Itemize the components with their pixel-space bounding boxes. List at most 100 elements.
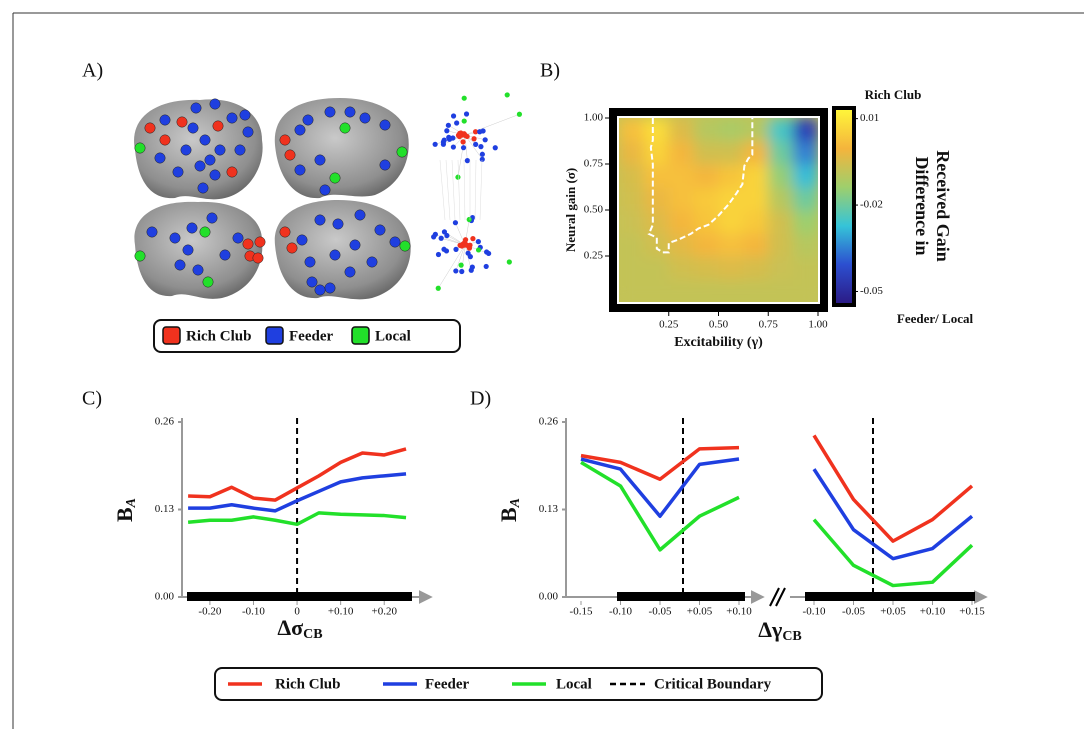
brain bbox=[274, 98, 409, 199]
region-dot bbox=[169, 232, 181, 244]
heatmap-cell bbox=[718, 233, 744, 257]
region-dot bbox=[182, 244, 194, 256]
network-node bbox=[463, 111, 470, 117]
colorbar-title: Received Gain bbox=[933, 150, 953, 261]
network-node bbox=[455, 174, 461, 180]
brain-images bbox=[134, 98, 411, 300]
x-tick-label: -0.10 bbox=[242, 606, 265, 618]
region-dot bbox=[174, 259, 186, 271]
x-tick-label: 0.25 bbox=[659, 319, 679, 331]
heatmap-cell bbox=[743, 118, 769, 142]
series-line bbox=[580, 460, 740, 552]
heatmap-cell bbox=[668, 279, 695, 302]
x-tick-label: +0.10 bbox=[726, 606, 752, 618]
heatmap-cell bbox=[643, 256, 670, 280]
heatmap-cell bbox=[793, 118, 818, 142]
network-node bbox=[470, 236, 476, 242]
heatmap-cell bbox=[793, 141, 818, 165]
region-dot bbox=[379, 159, 391, 171]
region-dot bbox=[252, 252, 264, 264]
network-node bbox=[462, 237, 469, 243]
region-dot bbox=[304, 256, 316, 268]
network-edge bbox=[445, 159, 451, 221]
panel-label: B) bbox=[540, 60, 560, 82]
region-dot bbox=[194, 160, 206, 172]
network-node bbox=[468, 267, 474, 273]
network-node bbox=[446, 134, 452, 140]
series-line bbox=[580, 457, 740, 518]
network-node bbox=[471, 136, 477, 142]
region-dot bbox=[239, 109, 251, 121]
heatmap-cell bbox=[668, 141, 695, 165]
legend-swatch bbox=[162, 326, 181, 345]
region-dot bbox=[314, 284, 326, 296]
colorbar-frame bbox=[832, 106, 856, 307]
heatmap-cell bbox=[693, 141, 719, 165]
x-tick-label: -0.15 bbox=[570, 606, 593, 618]
network-node bbox=[459, 268, 465, 275]
network-node bbox=[454, 120, 460, 126]
network-edge bbox=[451, 159, 456, 221]
region-dot bbox=[242, 126, 254, 138]
network-node bbox=[438, 235, 444, 241]
x-tick-label: -0.05 bbox=[842, 606, 865, 618]
region-dot bbox=[197, 182, 209, 194]
network-node bbox=[475, 239, 481, 245]
x-tick-label: +0.05 bbox=[880, 606, 906, 618]
network-node bbox=[461, 95, 467, 101]
panel-label: D) bbox=[470, 388, 491, 410]
region-dot bbox=[319, 184, 331, 196]
region-dot bbox=[329, 249, 341, 261]
legend-label: Feeder bbox=[289, 328, 333, 344]
network-node bbox=[462, 132, 468, 139]
x-tick-label: 0 bbox=[294, 606, 300, 618]
region-dot bbox=[374, 224, 386, 236]
region-dot bbox=[209, 169, 221, 181]
network-node bbox=[460, 145, 467, 151]
y-tick-label: 0.00 bbox=[539, 591, 559, 603]
heatmap-cell bbox=[619, 141, 645, 165]
heatmap-cell bbox=[793, 279, 818, 302]
region-dot bbox=[389, 236, 401, 248]
heatmap-cell bbox=[668, 256, 695, 280]
series-line bbox=[812, 518, 974, 588]
network-node bbox=[450, 135, 456, 141]
heatmap-cell bbox=[768, 279, 794, 302]
panel-label: A) bbox=[82, 60, 103, 82]
heatmap-cell bbox=[643, 279, 670, 302]
heatmap-cell bbox=[693, 233, 719, 257]
x-axis-bar bbox=[617, 592, 745, 601]
network-node bbox=[432, 141, 438, 147]
region-dot bbox=[232, 232, 244, 244]
region-dot bbox=[226, 112, 238, 124]
region-dot bbox=[396, 146, 408, 158]
network-node bbox=[506, 259, 512, 265]
heatmap-cell bbox=[793, 164, 818, 188]
region-dot bbox=[214, 144, 226, 156]
y-tick-label: 0.00 bbox=[155, 591, 175, 603]
legend-swatch bbox=[351, 326, 370, 345]
heatmap-cell bbox=[718, 187, 744, 211]
heatmap-cell bbox=[643, 141, 670, 165]
heatmap-cell bbox=[793, 187, 818, 211]
x-tick-label: 0.75 bbox=[759, 319, 779, 331]
x-tick-label: +0.10 bbox=[920, 606, 946, 618]
x-tick-label: -0.10 bbox=[609, 606, 632, 618]
region-dot bbox=[279, 226, 291, 238]
heatmap-cell bbox=[768, 164, 794, 188]
series-line bbox=[580, 445, 740, 481]
network-node bbox=[492, 145, 498, 151]
region-dot bbox=[144, 122, 156, 134]
heatmap-cell bbox=[693, 164, 719, 188]
region-dot bbox=[366, 256, 378, 268]
y-tick-label: 0.13 bbox=[539, 503, 559, 515]
network-node bbox=[450, 113, 457, 119]
heatmap-cell bbox=[743, 187, 769, 211]
network-node bbox=[444, 128, 450, 134]
x-axis-label-main: Δγ bbox=[758, 617, 782, 642]
network-node bbox=[483, 263, 489, 270]
network-node bbox=[460, 139, 466, 145]
y-axis-label: BA bbox=[112, 498, 139, 522]
series-line bbox=[188, 447, 407, 502]
network-node bbox=[482, 137, 488, 143]
